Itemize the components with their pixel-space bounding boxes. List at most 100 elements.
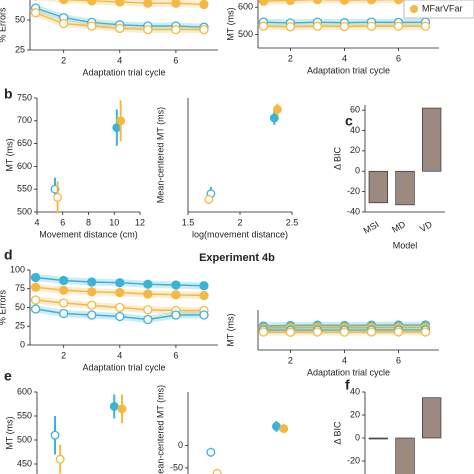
x-tick-label: 12 <box>135 217 145 227</box>
point <box>206 447 216 457</box>
panel-letter: c <box>345 113 353 129</box>
x-tick-label: 6 <box>173 350 178 360</box>
bar <box>368 437 388 440</box>
x-axis-label: log(movement distance) <box>192 229 288 239</box>
point <box>30 282 41 292</box>
point <box>199 310 209 320</box>
bar <box>368 170 388 204</box>
y-tick-label: 0 <box>178 440 183 450</box>
panel-letter: f <box>345 377 350 393</box>
x-tick-label: 6 <box>396 355 401 365</box>
y-tick-label: 650 <box>17 138 32 148</box>
x-tick-label: 8 <box>86 217 91 227</box>
panel-letter: b <box>4 86 13 102</box>
point <box>59 308 69 319</box>
x-axis-label: Adaptation trial cycle <box>307 65 390 75</box>
x-tick-label: 4 <box>342 355 347 365</box>
y-tick-label: 25 <box>15 44 25 54</box>
point <box>312 0 323 5</box>
point <box>30 8 41 18</box>
point <box>393 0 404 5</box>
point <box>258 21 269 31</box>
point <box>171 310 181 320</box>
x-tick-label: 2 <box>61 55 66 65</box>
point <box>339 21 350 32</box>
point <box>199 24 209 35</box>
y-tick-label: 40 <box>350 125 360 135</box>
point <box>59 0 69 5</box>
y-axis-label: Mean-centered MT (ms) <box>155 107 165 203</box>
y-axis-label: % Errors <box>0 7 7 43</box>
x-tick-label: 6 <box>60 217 65 227</box>
y-tick-label: 750 <box>17 92 32 102</box>
point <box>59 298 69 308</box>
y-tick-label: 600 <box>17 161 32 171</box>
point <box>59 275 69 286</box>
point <box>143 289 153 299</box>
point <box>171 0 181 8</box>
y-axis-label: Δ BIC <box>332 146 342 170</box>
legend-marker <box>410 5 418 13</box>
y-tick-label: -20 <box>347 455 360 465</box>
point <box>87 0 97 6</box>
point <box>420 21 431 31</box>
point <box>87 277 97 287</box>
point <box>30 295 41 305</box>
point <box>312 327 323 337</box>
point <box>258 327 269 337</box>
x-tick-label: 2 <box>61 350 66 360</box>
y-tick-label: 0 <box>20 339 25 349</box>
point <box>143 24 153 35</box>
point <box>116 116 126 126</box>
point <box>115 278 125 288</box>
x-tick-label: 4 <box>342 53 347 63</box>
point <box>269 113 279 123</box>
x-axis-label: Adaptation trial cycle <box>307 367 390 377</box>
y-tick-label: -50 <box>170 462 183 472</box>
y-axis-label: MT (ms) <box>4 138 14 171</box>
point <box>115 23 125 34</box>
point <box>420 327 431 337</box>
point <box>212 468 222 474</box>
y-tick-label: 100 <box>10 264 25 274</box>
panel-letter: e <box>4 368 12 384</box>
panel-letter: d <box>4 247 13 263</box>
y-tick-label: 450 <box>17 458 32 468</box>
point <box>115 302 125 313</box>
y-tick-label: 25 <box>15 321 25 331</box>
x-tick-label: 10 <box>109 217 119 227</box>
x-tick-label: 4 <box>34 217 39 227</box>
point <box>393 21 404 31</box>
x-tick-label: 2.5 <box>286 217 299 227</box>
point <box>279 424 289 434</box>
point <box>204 195 214 204</box>
legend-label: MFarVFar <box>422 3 463 13</box>
bar <box>395 170 415 206</box>
point <box>109 401 119 411</box>
y-tick-label: -20 <box>347 186 360 196</box>
x-tick-label: 2 <box>288 355 293 365</box>
point <box>366 327 377 337</box>
y-tick-label: 500 <box>17 434 32 444</box>
y-tick-label: 20 <box>350 409 360 419</box>
point <box>366 21 377 31</box>
y-axis-label: Mean-centered MT (ms) <box>155 385 165 474</box>
point <box>30 272 41 283</box>
point <box>339 0 350 5</box>
point <box>199 281 209 291</box>
point <box>59 18 69 29</box>
point <box>199 0 209 10</box>
y-tick-label: 75 <box>15 283 25 293</box>
x-axis-label: Adaptation trial cycle <box>82 362 165 372</box>
point <box>258 0 269 6</box>
point <box>171 280 181 290</box>
point <box>87 300 97 310</box>
point <box>59 285 69 295</box>
y-tick-label: -40 <box>347 206 360 216</box>
point <box>143 279 153 289</box>
point <box>115 287 125 298</box>
x-tick-label: 2 <box>237 217 242 227</box>
x-tick-label: 2 <box>288 53 293 63</box>
y-tick-label: 600 <box>238 2 253 12</box>
